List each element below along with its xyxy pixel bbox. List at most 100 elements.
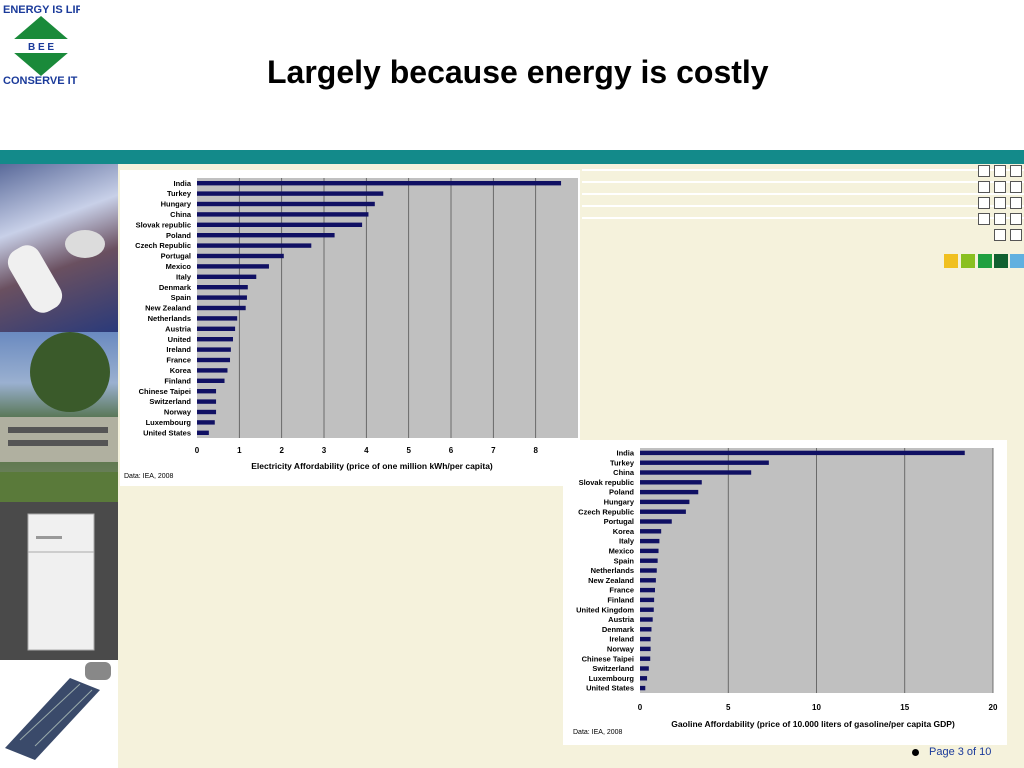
bar bbox=[197, 201, 375, 207]
bar bbox=[640, 470, 752, 475]
bar bbox=[640, 480, 702, 485]
bar bbox=[640, 538, 660, 544]
x-tick-label: 15 bbox=[900, 703, 909, 712]
category-label: France bbox=[166, 356, 191, 365]
chart1-source: Data: IEA, 2008 bbox=[124, 473, 174, 480]
bar bbox=[197, 378, 225, 383]
logo-text-bottom: CONSERVE IT bbox=[3, 75, 78, 86]
category-label: Finland bbox=[164, 376, 191, 385]
bar bbox=[197, 389, 217, 394]
category-label: Czech Republic bbox=[578, 507, 634, 516]
category-label: United States bbox=[586, 684, 634, 693]
bar bbox=[197, 347, 231, 352]
page-number: Page 3 of 10 bbox=[929, 746, 992, 758]
category-label: Poland bbox=[609, 488, 634, 497]
bar bbox=[640, 450, 965, 456]
decorative-lines bbox=[582, 164, 1024, 254]
category-label: China bbox=[170, 210, 192, 219]
bar bbox=[640, 460, 769, 465]
bar bbox=[197, 212, 369, 217]
category-label: Luxembourg bbox=[589, 674, 635, 683]
x-tick-label: 3 bbox=[322, 446, 327, 455]
logo-text-top: ENERGY IS LIFE bbox=[3, 4, 80, 16]
category-label: Poland bbox=[166, 231, 191, 240]
teal-divider bbox=[0, 150, 1024, 164]
category-label: Italy bbox=[619, 537, 635, 546]
bar bbox=[640, 627, 652, 632]
bar bbox=[197, 181, 562, 186]
category-label: United Kingdom bbox=[576, 605, 634, 614]
bar bbox=[640, 519, 672, 524]
category-label: Mexico bbox=[609, 547, 635, 556]
bar bbox=[640, 597, 655, 603]
bar bbox=[197, 295, 247, 300]
bar bbox=[197, 253, 284, 259]
bar bbox=[197, 420, 215, 425]
x-tick-label: 5 bbox=[406, 446, 411, 455]
category-label: France bbox=[609, 586, 634, 595]
header: ENERGY IS LIFE B E E CONSERVE IT Largely… bbox=[0, 0, 1024, 150]
category-label: Portugal bbox=[604, 517, 634, 526]
category-label: New Zealand bbox=[145, 304, 191, 313]
x-tick-label: 7 bbox=[491, 446, 496, 455]
category-label: Austria bbox=[165, 324, 192, 333]
bar bbox=[640, 499, 690, 505]
bar bbox=[640, 587, 656, 593]
bar bbox=[640, 607, 654, 612]
bar bbox=[640, 685, 646, 691]
category-label: Hungary bbox=[604, 498, 635, 507]
bar bbox=[640, 676, 648, 681]
category-label: Spain bbox=[614, 556, 635, 565]
bee-logo: ENERGY IS LIFE B E E CONSERVE IT bbox=[2, 2, 90, 87]
bar bbox=[197, 243, 312, 248]
category-label: Hungary bbox=[161, 200, 192, 209]
category-label: Slovak republic bbox=[136, 220, 191, 229]
x-tick-label: 1 bbox=[237, 446, 242, 455]
category-label: Mexico bbox=[166, 262, 192, 271]
category-label: Turkey bbox=[610, 458, 635, 467]
bar bbox=[640, 509, 686, 514]
bar bbox=[197, 326, 236, 331]
category-label: Ireland bbox=[609, 635, 634, 644]
bar bbox=[197, 316, 238, 321]
gasoline-affordability-chart: 0 5 10 15 20 India Turkey China Slovak republic P… bbox=[563, 440, 1007, 745]
category-label: Netherlands bbox=[591, 566, 634, 575]
bar bbox=[197, 233, 335, 238]
x-tick-label: 0 bbox=[638, 703, 643, 712]
bar bbox=[640, 666, 649, 671]
bar bbox=[197, 337, 233, 342]
category-label: Finland bbox=[607, 596, 634, 605]
bar bbox=[640, 568, 657, 573]
category-label: Italy bbox=[176, 272, 192, 281]
refrigerator-photo bbox=[0, 502, 118, 660]
category-label: Korea bbox=[170, 366, 192, 375]
category-label: Ireland bbox=[166, 345, 191, 354]
photo-strip bbox=[0, 164, 118, 768]
category-label: United bbox=[168, 335, 192, 344]
category-label: Slovak republic bbox=[579, 478, 634, 487]
category-label: Luxembourg bbox=[146, 418, 192, 427]
bar bbox=[640, 548, 659, 554]
bar bbox=[640, 617, 653, 622]
x-tick-label: 6 bbox=[449, 446, 454, 455]
x-tick-label: 4 bbox=[364, 446, 369, 455]
category-label: Denmark bbox=[159, 283, 192, 292]
bar bbox=[640, 656, 651, 661]
slide-title: Largely because energy is costly bbox=[267, 54, 769, 90]
bar bbox=[197, 274, 257, 279]
category-label: Denmark bbox=[602, 625, 635, 634]
category-label: Chinese Taipei bbox=[582, 654, 634, 663]
x-tick-label: 10 bbox=[812, 703, 821, 712]
logo-letters: B E E bbox=[28, 42, 54, 53]
bar bbox=[197, 357, 231, 363]
bar bbox=[197, 409, 217, 415]
bar bbox=[640, 578, 656, 583]
category-label: Austria bbox=[608, 615, 635, 624]
category-label: Czech Republic bbox=[135, 241, 191, 250]
category-label: China bbox=[613, 468, 635, 477]
x-tick-label: 0 bbox=[195, 446, 200, 455]
plot-area bbox=[197, 178, 578, 438]
category-label: Switzerland bbox=[592, 664, 634, 673]
